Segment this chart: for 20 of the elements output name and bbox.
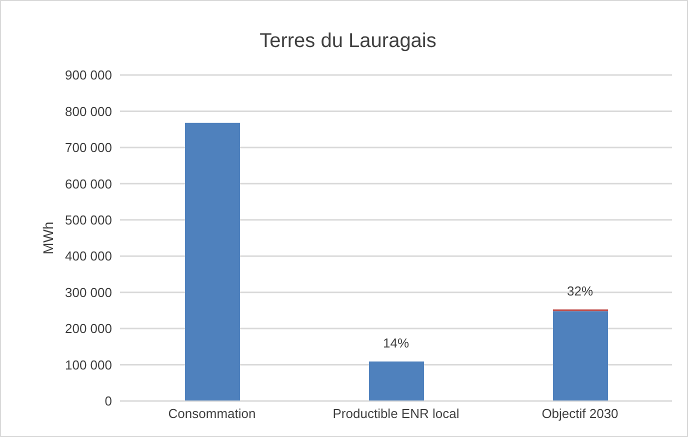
- y-axis-title: MWh: [40, 222, 56, 254]
- annotation: 32%: [566, 283, 594, 298]
- x-tick-label: Consommation: [168, 406, 256, 422]
- y-tick-label: 200 000: [65, 321, 112, 336]
- x-tick-label: Objectif 2030: [542, 406, 618, 422]
- y-tick-label: 100 000: [65, 357, 112, 372]
- y-tick-label: 700 000: [65, 140, 112, 156]
- annotation: 14%: [382, 336, 410, 351]
- chart-title: Terres du Lauragais: [258, 30, 438, 53]
- y-tick-label: 600 000: [65, 176, 112, 192]
- x-tick-label: Productible ENR local: [332, 406, 460, 422]
- y-tick-label: 900 000: [65, 68, 112, 83]
- y-tick-label: 500 000: [65, 212, 112, 228]
- y-tick-label: 300 000: [65, 284, 112, 300]
- bar: [185, 122, 240, 401]
- y-tick-label: 800 000: [65, 104, 112, 119]
- y-tick-label: 400 000: [65, 248, 112, 264]
- bar: [553, 311, 608, 401]
- y-tick-label: 0: [104, 394, 112, 409]
- bar: [369, 362, 424, 401]
